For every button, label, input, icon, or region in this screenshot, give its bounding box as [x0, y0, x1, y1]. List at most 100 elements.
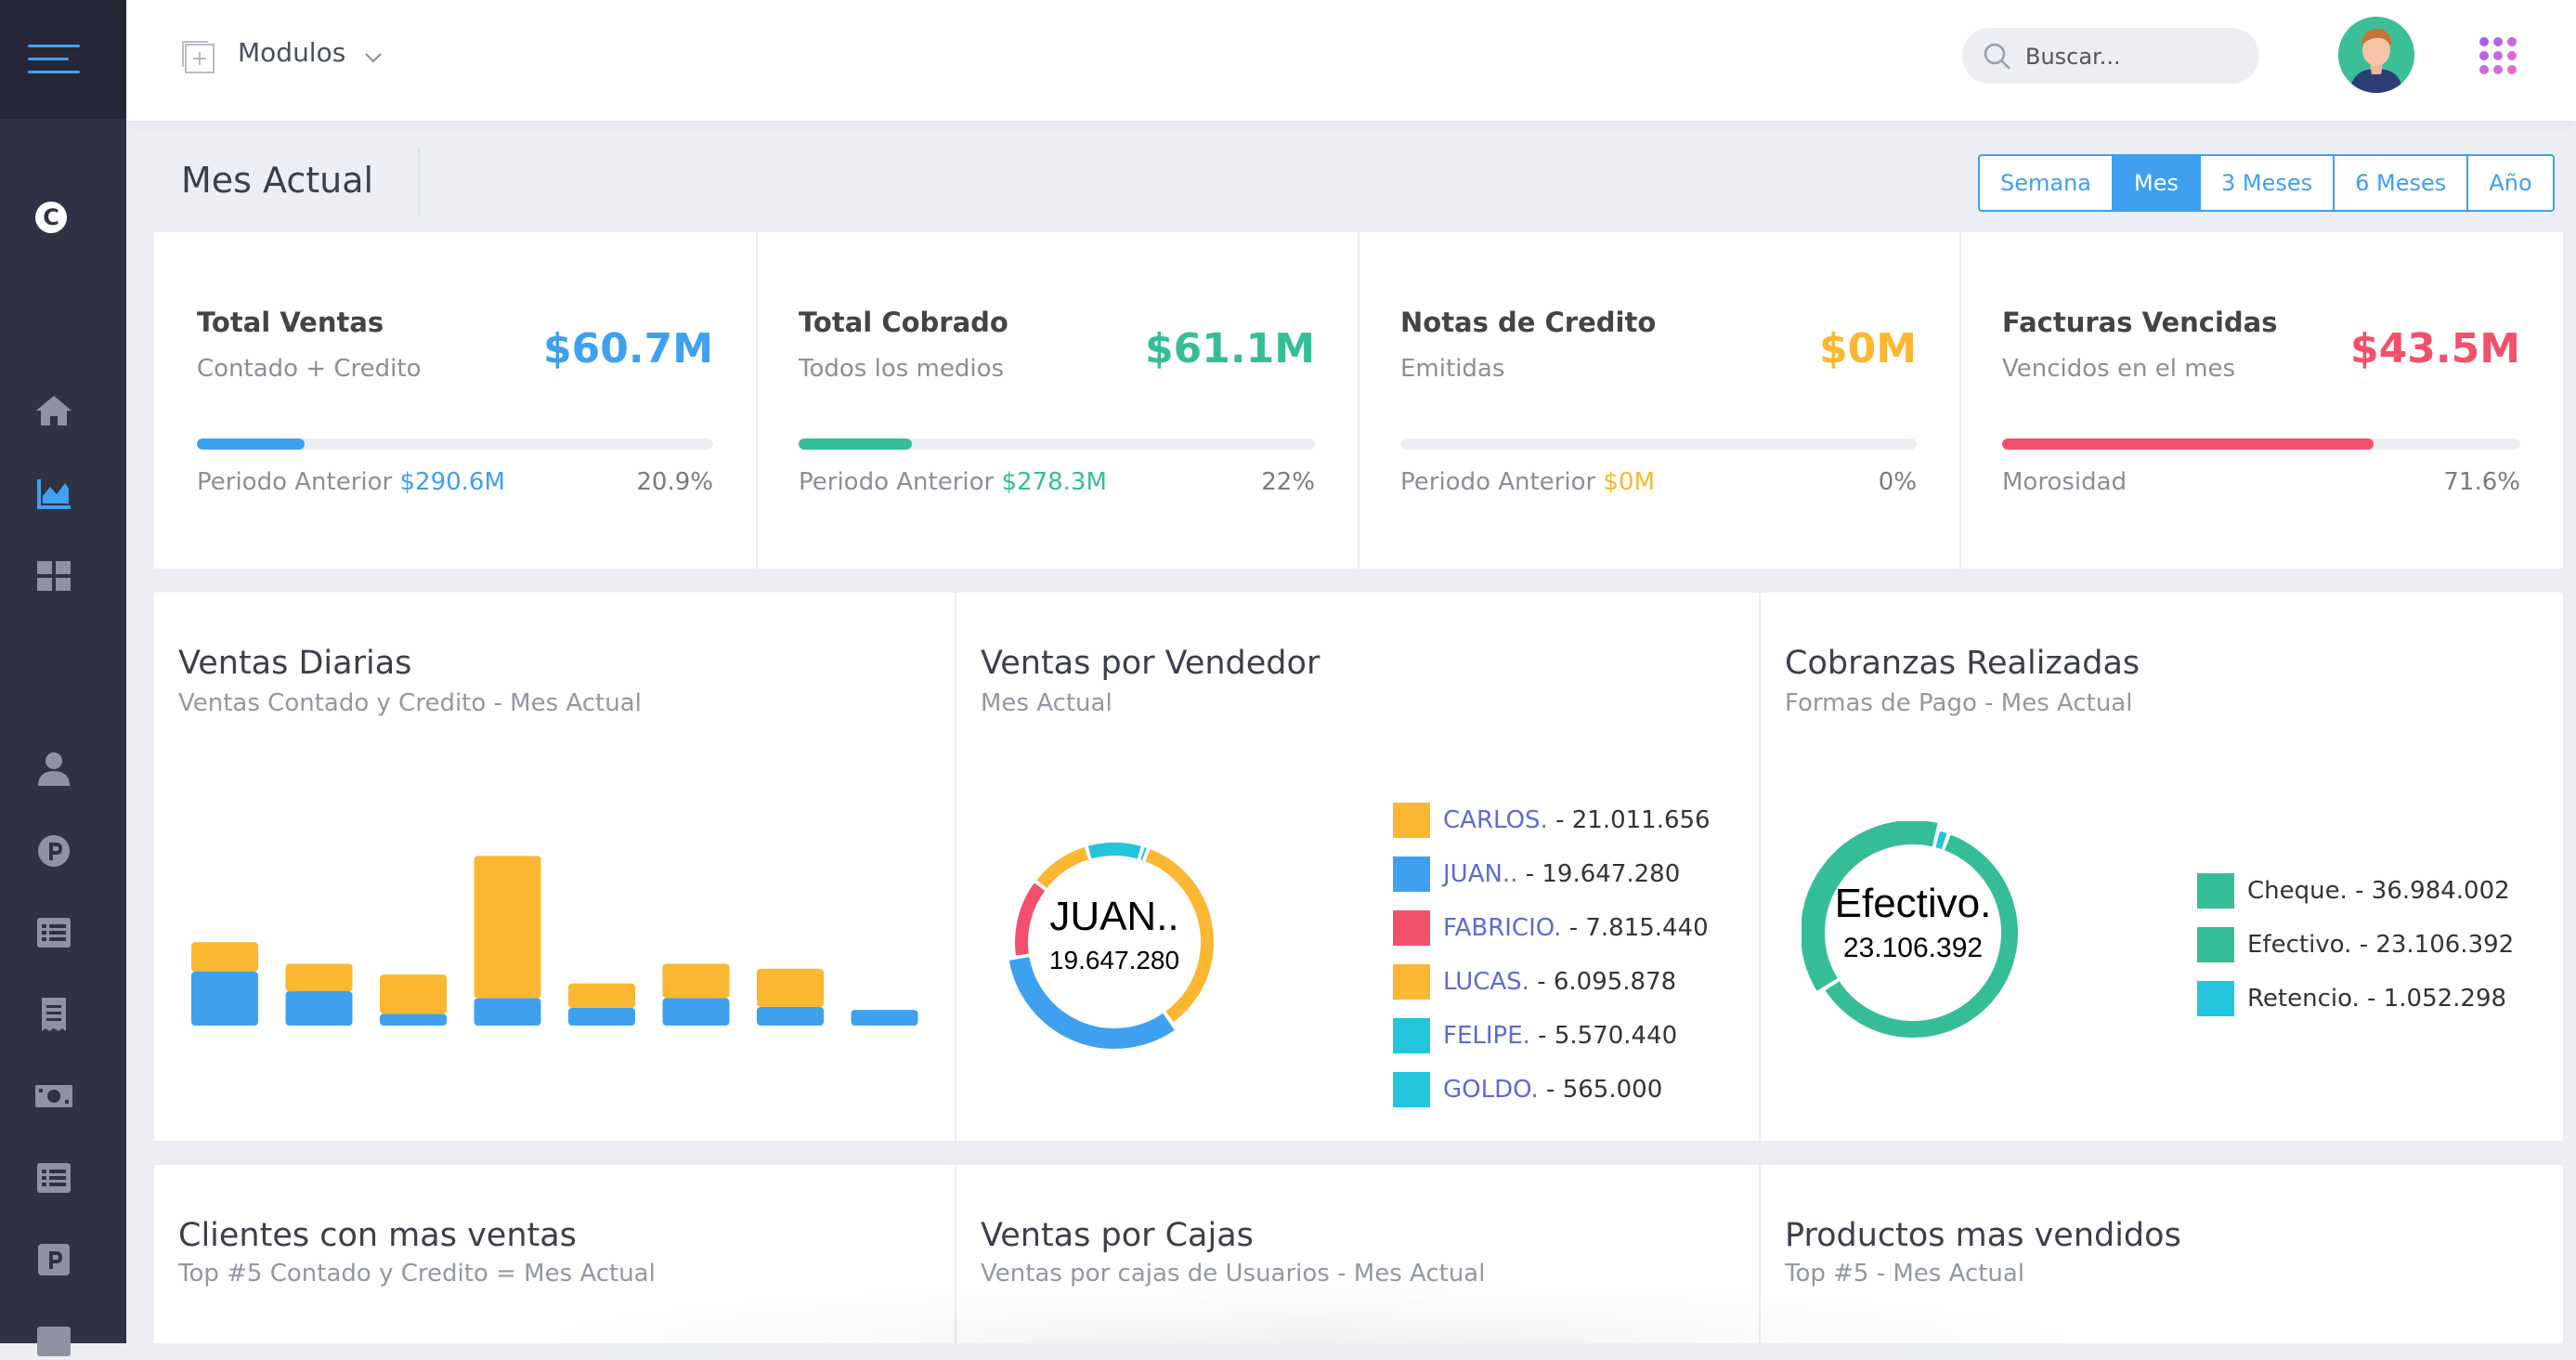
seller-donut-chart[interactable]: JUAN.. 19.647.280 — [1003, 830, 1226, 1053]
parking-circle-icon[interactable] — [33, 832, 74, 870]
panel-subtitle: Formas de Pago - Mes Actual — [1785, 689, 2133, 717]
bar-segment[interactable] — [380, 1013, 447, 1026]
bar-segment[interactable] — [474, 856, 541, 999]
range-button[interactable]: Año — [2489, 170, 2532, 196]
donut-slice[interactable] — [1825, 834, 2018, 1038]
bar-segment[interactable] — [757, 1006, 824, 1026]
panel-title: Cobranzas Realizadas — [1785, 645, 2140, 682]
range-button[interactable]: Mes — [2114, 156, 2201, 210]
panel-subtitle: Mes Actual — [981, 689, 1112, 717]
donut-slice[interactable] — [1036, 846, 1089, 889]
home-icon[interactable] — [33, 392, 74, 429]
donut-slice[interactable] — [1801, 820, 1938, 991]
brand-logo[interactable]: C — [35, 202, 67, 233]
range-button[interactable]: 6 Meses — [2335, 156, 2469, 210]
parking-square-icon[interactable] — [33, 1241, 74, 1278]
kpi-value: $60.7M — [543, 325, 713, 373]
kpi-title: Total Ventas — [197, 307, 384, 338]
panel-subtitle: Ventas Contado y Credito - Mes Actual — [178, 689, 642, 717]
donut-center-value: 19.647.280 — [1048, 946, 1180, 974]
legend-text: Efectivo. - 23.106.392 — [2247, 931, 2515, 959]
legend-name: Cheque. — [2247, 877, 2348, 905]
bar-segment[interactable] — [662, 963, 730, 999]
bar-segment[interactable] — [851, 1010, 918, 1026]
kpi-value: $0M — [1818, 325, 1917, 373]
apps-grid-icon[interactable] — [2478, 35, 2518, 76]
donut-slice[interactable] — [1015, 883, 1046, 956]
kpi-subtitle: Vencidos en el mes — [2002, 355, 2236, 383]
bar-segment[interactable] — [662, 998, 730, 1026]
legend-swatch — [1393, 803, 1430, 838]
chevron-down-icon[interactable] — [364, 50, 383, 63]
modulos-dropdown[interactable]: Modulos — [238, 37, 346, 68]
menu-toggle-icon[interactable] — [28, 45, 80, 74]
legend-value: 6.095.878 — [1553, 968, 1677, 996]
bar-segment[interactable] — [285, 991, 353, 1026]
legend-name: FABRICIO. — [1443, 914, 1562, 942]
legend-value: 23.106.392 — [2375, 931, 2515, 959]
search-box — [1962, 28, 2259, 84]
panel-subtitle: Top #5 Contado y Credito = Mes Actual — [178, 1260, 656, 1288]
legend-swatch — [2197, 873, 2234, 909]
kpi-card[interactable]: Total Ventas Contado + Credito $60.7M Perio… — [154, 232, 758, 569]
bar-segment[interactable] — [568, 983, 635, 1008]
panel-title: Ventas Diarias — [178, 645, 412, 682]
kpi-footer-label: Periodo Anterior — [1400, 468, 1596, 496]
bar-segment[interactable] — [380, 974, 447, 1014]
bar-segment[interactable] — [757, 968, 824, 1007]
donut-slice[interactable] — [1935, 830, 1947, 850]
kpi-value: $43.5M — [2350, 325, 2520, 373]
sidebar: C — [0, 0, 126, 1356]
kpi-footer-value: $290.6M — [399, 468, 505, 496]
panel-title: Ventas por Cajas — [981, 1217, 1254, 1254]
bar-segment[interactable] — [191, 971, 258, 1026]
seller-legend: CARLOS. - 21.011.656 JUAN.. - 19.647.280 F… — [1393, 803, 1746, 1118]
search-icon[interactable] — [1983, 42, 2012, 72]
panel-title: Ventas por Vendedor — [981, 645, 1321, 682]
legend-text: GOLDO. - 565.000 — [1443, 1076, 1663, 1104]
list-alt-icon[interactable] — [33, 1159, 74, 1197]
donut-slice[interactable] — [1008, 956, 1175, 1049]
user-icon[interactable] — [33, 751, 74, 788]
title-divider — [418, 149, 420, 216]
list-extra-icon[interactable] — [33, 1323, 74, 1360]
panel-clientes: Clientes con mas ventas Top #5 Contado y… — [154, 1165, 956, 1343]
search-input[interactable] — [2023, 39, 2241, 74]
legend-value: 36.984.002 — [2371, 877, 2510, 905]
bar-segment[interactable] — [285, 963, 353, 992]
donut-slice[interactable] — [1140, 847, 1147, 861]
kpi-card[interactable]: Total Cobrado Todos los medios $61.1M Perio… — [756, 232, 1360, 569]
legend-name: FELIPE. — [1443, 1022, 1530, 1050]
avatar[interactable] — [2338, 17, 2414, 93]
legend-name: GOLDO. — [1443, 1076, 1539, 1104]
payment-donut-chart[interactable]: Efectivo. 23.106.392 — [1801, 820, 2024, 1044]
kpi-progress-fill — [2002, 438, 2374, 450]
donut-center-label: JUAN.. — [1049, 894, 1179, 939]
legend-text: Cheque. - 36.984.002 — [2247, 877, 2510, 905]
panel-productos: Productos mas vendidos Top #5 - Mes Actu… — [1761, 1165, 2563, 1343]
legend-value: 1.052.298 — [2383, 985, 2507, 1013]
dashboard-grid-icon[interactable] — [33, 557, 74, 595]
donut-slice[interactable] — [1087, 843, 1141, 859]
money-bill-icon[interactable] — [33, 1078, 74, 1115]
page-title: Mes Actual — [181, 160, 374, 201]
list-icon[interactable] — [33, 914, 74, 951]
kpi-footer: Periodo Anterior $278.3M — [799, 468, 1107, 496]
range-button[interactable]: Semana — [1980, 156, 2114, 210]
legend-value: 5.570.440 — [1554, 1022, 1678, 1050]
kpi-progress-track — [799, 438, 1315, 450]
receipt-icon[interactable] — [33, 996, 74, 1033]
add-module-icon[interactable] — [180, 39, 217, 76]
kpi-card[interactable]: Notas de Credito Emitidas $0M Periodo Anter… — [1358, 232, 1961, 569]
kpi-percent: 0% — [1878, 468, 1917, 496]
panel-ventas-vendedor: Ventas por Vendedor Mes Actual JUAN.. 19… — [956, 593, 1761, 1141]
bar-segment[interactable] — [474, 998, 541, 1026]
kpi-card[interactable]: Facturas Vencidas Vencidos en el mes $43.5… — [1959, 232, 2563, 569]
legend-text: LUCAS. - 6.095.878 — [1443, 968, 1677, 996]
chart-area-icon[interactable] — [33, 476, 74, 513]
donut-slice[interactable] — [1145, 849, 1214, 1023]
range-button[interactable]: 3 Meses — [2201, 156, 2335, 210]
bar-segment[interactable] — [568, 1008, 635, 1026]
bar-segment[interactable] — [191, 942, 258, 972]
